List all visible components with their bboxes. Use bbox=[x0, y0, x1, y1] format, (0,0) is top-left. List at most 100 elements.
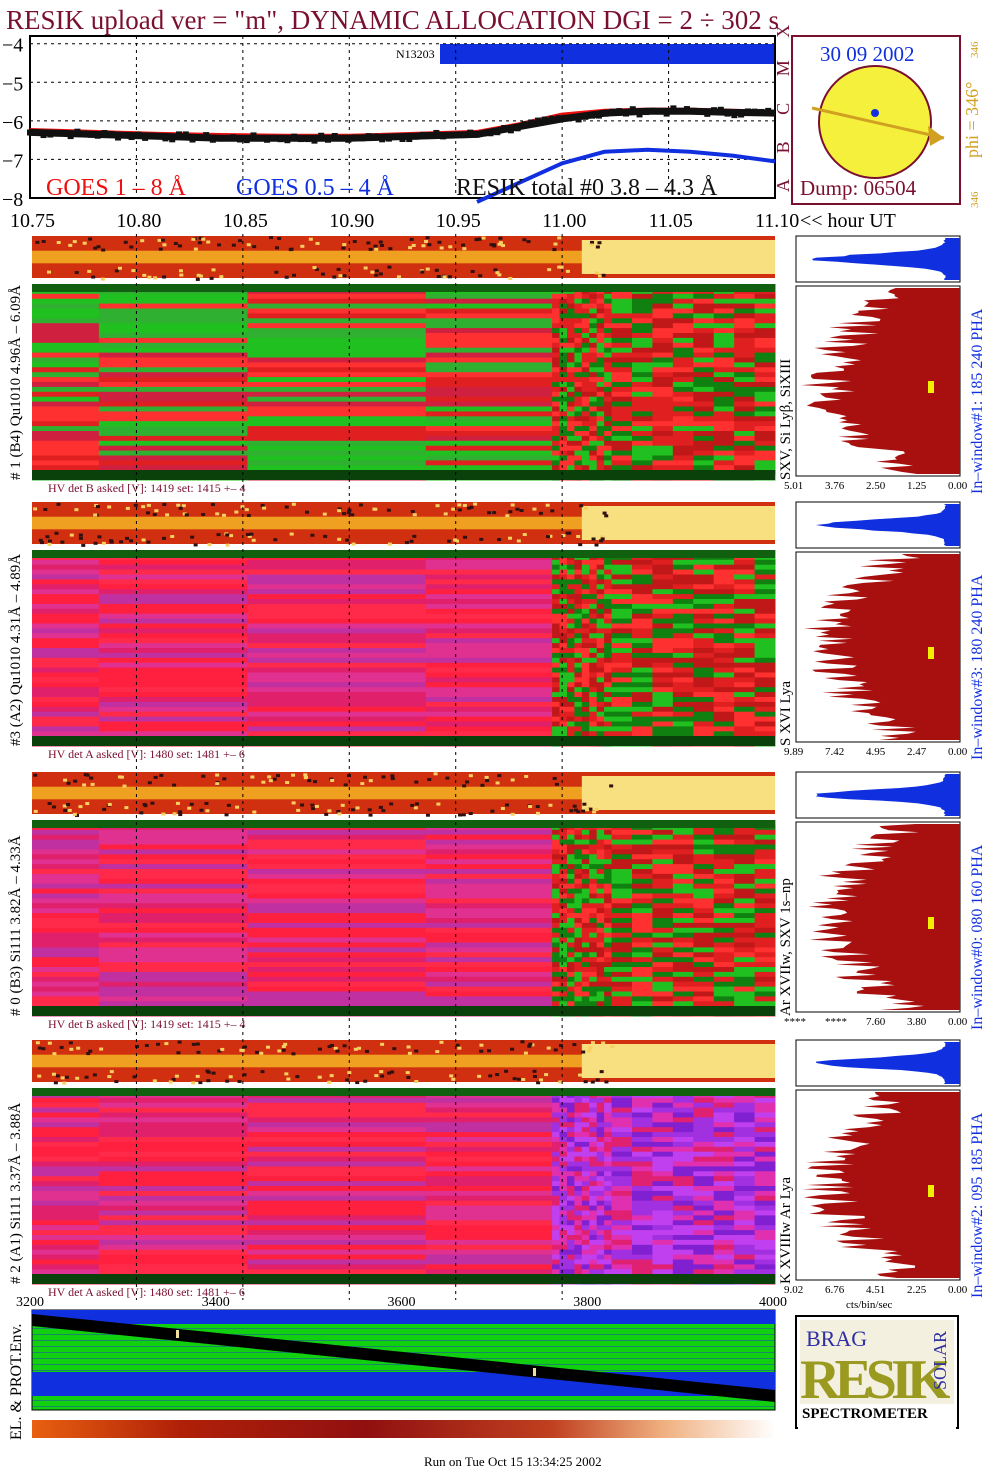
spectrogram-cell bbox=[611, 971, 633, 978]
pha-tick-label: 5.01 bbox=[784, 480, 803, 492]
flux-noise bbox=[274, 270, 279, 274]
spectrogram-cell bbox=[559, 618, 568, 624]
spectrogram-cell bbox=[631, 347, 653, 354]
flux-noise bbox=[281, 1048, 286, 1052]
spectrogram-row bbox=[98, 1235, 248, 1241]
spectrogram-cell bbox=[566, 1117, 575, 1123]
spectrogram-cell bbox=[581, 337, 590, 344]
spectrogram-cell bbox=[672, 333, 694, 339]
spectrogram-cell bbox=[581, 692, 590, 698]
spectrogram-cell bbox=[754, 584, 776, 590]
spectrogram-row bbox=[247, 603, 427, 610]
spectrogram-cell bbox=[693, 957, 715, 963]
spectrogram-cell bbox=[754, 618, 776, 624]
spectrogram-row bbox=[425, 416, 553, 422]
spectrogram-cell bbox=[631, 1220, 653, 1226]
spectrogram-cell bbox=[559, 460, 568, 466]
spectrogram-cell bbox=[596, 869, 605, 875]
spectrogram-cell bbox=[631, 342, 653, 349]
spectrogram-cell bbox=[754, 854, 776, 860]
spectrogram-cell bbox=[581, 844, 590, 850]
spectrogram-cell bbox=[589, 1166, 598, 1172]
spectrogram-cell bbox=[604, 1244, 613, 1251]
spectrogram-cell bbox=[652, 898, 674, 904]
spectrogram-cell bbox=[581, 450, 590, 456]
env-x-tick-label: 4000 bbox=[759, 1295, 787, 1310]
flux-noise bbox=[53, 1081, 58, 1085]
flux-noise bbox=[434, 268, 439, 272]
spectrogram-row bbox=[425, 293, 553, 300]
spectrogram-cell bbox=[754, 864, 776, 870]
spectrogram-cell bbox=[652, 662, 674, 669]
spectrogram-cell bbox=[672, 298, 694, 305]
resik-logo: BRAG RESIK SOLAR SPECTROMETER bbox=[795, 1315, 959, 1444]
flux-noise bbox=[378, 272, 383, 276]
spectrogram-cell bbox=[596, 677, 605, 683]
spectrogram-row bbox=[425, 603, 553, 610]
spectrogram-cell bbox=[604, 976, 613, 983]
flux-noise bbox=[453, 538, 458, 542]
spectrogram-cell bbox=[611, 976, 633, 983]
spectrogram-cell bbox=[604, 726, 613, 732]
spectrogram-cell bbox=[574, 849, 583, 855]
spectrogram-row bbox=[425, 932, 553, 939]
spectrogram-cell bbox=[611, 1186, 633, 1192]
flux-noise bbox=[522, 238, 527, 242]
spectrogram-row bbox=[425, 667, 553, 673]
spectrogram-row bbox=[32, 328, 100, 334]
spectrogram-row bbox=[425, 888, 553, 894]
flux-noise bbox=[76, 1046, 81, 1050]
spectrogram-cell bbox=[713, 450, 735, 456]
spectrogram-row bbox=[247, 1225, 427, 1231]
spectrogram-cell bbox=[672, 854, 694, 860]
spectrogram-row bbox=[247, 834, 427, 841]
spectrogram-cell bbox=[581, 352, 590, 358]
spectrogram-row bbox=[247, 1205, 427, 1211]
spectrogram-cell bbox=[611, 1215, 633, 1221]
flux-noise bbox=[599, 539, 604, 543]
spectrogram-cell bbox=[611, 406, 633, 412]
spectrogram-cell bbox=[631, 455, 653, 461]
spectrogram-cell bbox=[581, 1186, 590, 1192]
flux-noise bbox=[414, 802, 419, 806]
spectrogram-cell bbox=[672, 913, 694, 919]
spectrogram-cell bbox=[581, 1122, 590, 1128]
spectrogram-row bbox=[32, 1151, 100, 1158]
flux-noise bbox=[436, 275, 441, 279]
spectrogram-cell bbox=[611, 608, 633, 615]
spectrogram-cell bbox=[693, 697, 715, 703]
spectrogram-cell bbox=[713, 643, 735, 649]
spectrogram-row bbox=[98, 440, 248, 447]
spectrogram-cell bbox=[611, 888, 633, 894]
spectrogram-cell bbox=[754, 465, 776, 471]
spectrogram-cell bbox=[734, 564, 756, 571]
spectrogram-cell bbox=[552, 648, 561, 654]
spectrogram-cell bbox=[574, 1239, 583, 1246]
spectrogram-row bbox=[247, 908, 427, 914]
spectrogram-row bbox=[98, 1127, 248, 1133]
spectrogram-cell bbox=[713, 883, 735, 890]
spectrogram-row bbox=[32, 869, 100, 875]
flux-noise bbox=[508, 276, 513, 280]
flux-strip-bright bbox=[581, 1044, 775, 1078]
flux-noise bbox=[461, 813, 466, 817]
spectrogram-cell bbox=[734, 854, 756, 860]
spectrogram-cell bbox=[589, 426, 598, 432]
spectrogram-cell bbox=[672, 957, 694, 963]
spectrogram-row bbox=[247, 460, 427, 466]
flux-noise bbox=[123, 240, 128, 244]
spectrogram-cell bbox=[652, 416, 674, 422]
spectrogram-cell bbox=[652, 328, 674, 334]
spectrogram-row bbox=[32, 608, 100, 615]
spectrogram-cell bbox=[693, 333, 715, 339]
flux-noise bbox=[572, 1043, 577, 1047]
spectrogram-cell bbox=[754, 1215, 776, 1221]
spectrogram-cell bbox=[581, 1137, 590, 1143]
spectrogram-cell bbox=[672, 711, 694, 718]
goes-series-line bbox=[476, 147, 776, 204]
resik-total-point bbox=[663, 110, 670, 117]
spectrogram-row bbox=[247, 839, 427, 845]
spectrogram-cell bbox=[559, 628, 568, 634]
spectrogram-cell bbox=[672, 357, 694, 363]
spectrogram-cell bbox=[589, 1210, 598, 1216]
